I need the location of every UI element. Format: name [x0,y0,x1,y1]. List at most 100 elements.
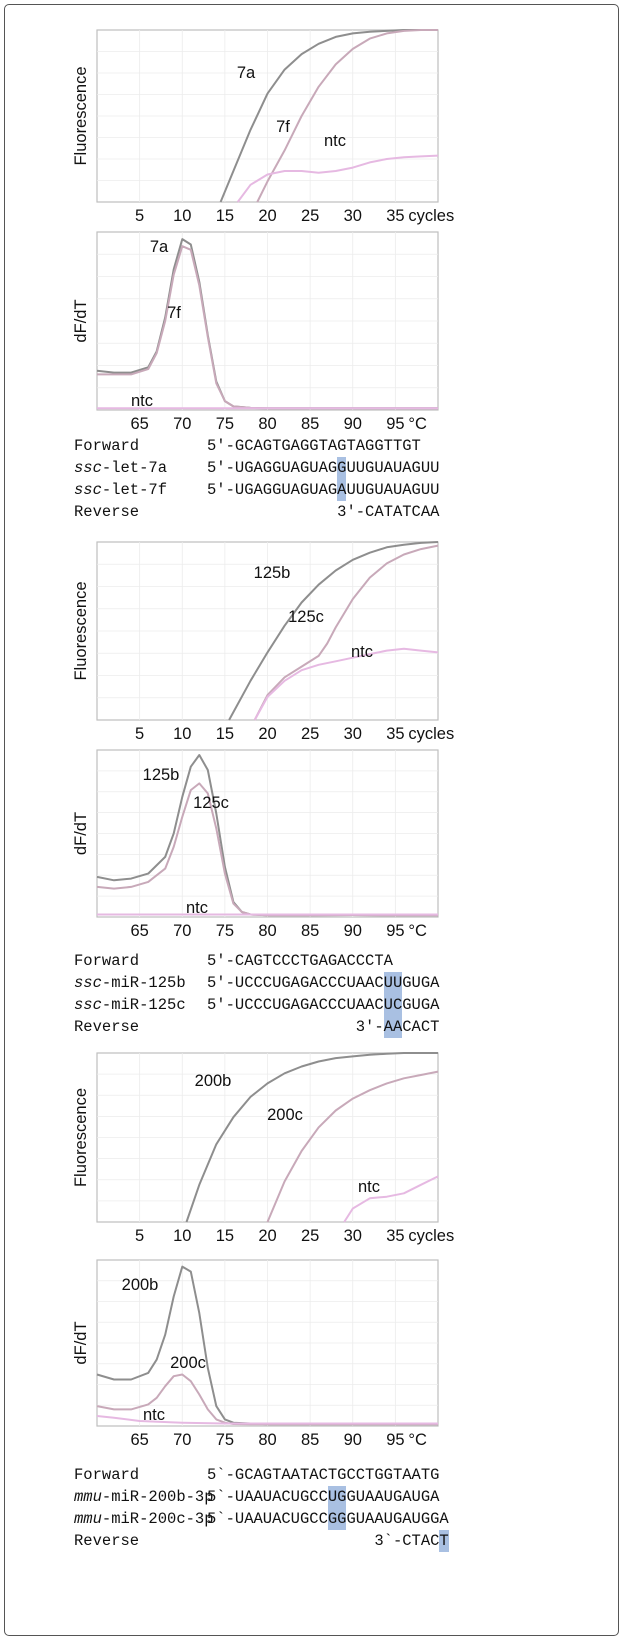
nucleotide: - [225,481,235,499]
nucleotide: A [392,503,403,521]
x-tick-label: 10 [173,1227,191,1245]
nucleotide: C [253,974,263,992]
nucleotide: U [234,1488,245,1506]
sequence-text: 5′-UGAGGUAGUAGGUUGUAUAGUU [207,457,439,479]
sequence-row: Reverse 3′-CATATCAA [74,501,439,523]
nucleotide: C [244,437,254,455]
nucleotide: 3 [337,503,347,521]
nucleotide: C [244,996,254,1014]
x-tick-label: 95 [386,1431,404,1449]
nucleotide: T [383,503,393,521]
nucleotide: G [420,996,431,1014]
nucleotide: U [383,1488,393,1506]
nucleotide: A [290,1466,300,1484]
nucleotide: A [327,437,338,455]
series-label-ntc: ntc [131,392,153,410]
nucleotide: G [272,481,282,499]
x-tick-label: 80 [258,922,276,940]
chart-panel-2: 65 70 75 80 85 90 95 °C dF/dT 7a 7f ntc [72,231,439,433]
primer-label: Reverse [74,1532,140,1550]
sequence-row: Forward 5`-GCAGTAATACTGCCTGGTAATG [74,1464,449,1486]
x-tick-label: 15 [216,207,234,225]
series-line-125c [253,544,439,721]
nucleotide: C [402,1532,412,1550]
nucleotide: C [281,1488,291,1506]
mismatch-highlight: U [327,1486,338,1508]
species-prefix: ssc [74,996,102,1014]
sequence-text: 3′-AACACT [207,1016,440,1038]
nucleotide: U [374,459,384,477]
nucleotide: U [346,974,356,992]
nucleotide: ′ [216,437,226,455]
x-tick-label: 5 [135,1227,144,1245]
nucleotide: G [309,437,319,455]
nucleotide: U [234,481,245,499]
nucleotide: A [272,1488,282,1506]
nucleotide: A [253,1488,263,1506]
nucleotide: U [392,459,403,477]
nucleotide: G [309,952,319,970]
nucleotide: A [253,1466,263,1484]
nucleotide: G [299,996,310,1014]
nucleotide: A [355,437,366,455]
sequence-row: ssc-miR-125b 5′-UCCCUGAGACCCUAACUUGUGA [74,972,439,994]
nucleotide: A [253,481,263,499]
nucleotide: T [392,1466,403,1484]
nucleotide: C [290,952,300,970]
sequence-text: 3`-CTACT [207,1530,449,1552]
nucleotide: T [272,437,282,455]
mismatch-highlight: U [383,994,393,1016]
nucleotide: 5 [207,1466,217,1484]
nucleotide: G [299,459,310,477]
nucleotide: 5 [207,974,217,992]
nucleotide: C [262,996,273,1014]
nucleotide: A [365,1488,375,1506]
nucleotide: A [411,1466,421,1484]
sequence-text: 5`-UAAUACUGCCGGGUAAUGAUGGA [207,1508,449,1530]
nucleotide: T [346,437,356,455]
nucleotide: 5 [207,459,217,477]
nucleotide: U [346,996,356,1014]
nucleotide: C [318,1510,328,1528]
nucleotide: U [234,996,245,1014]
x-tick-label: 5 [135,725,144,743]
nucleotide: G [244,481,254,499]
nucleotide: U [262,1488,273,1506]
x-tick-label: 25 [301,207,319,225]
figure-frame [4,4,619,1636]
nucleotide: A [309,996,319,1014]
nucleotide: C [318,996,328,1014]
series-label-ntc: ntc [351,643,373,661]
nucleotide: A [420,503,431,521]
nucleotide: G [234,437,245,455]
nucleotide: T [392,437,403,455]
sequence-row: mmu-miR-200c-3p5`-UAAUACUGCCGGGUAAUGAUGG… [74,1508,449,1530]
sequence-row: Reverse 3`-CTACT [74,1530,449,1552]
series-label-7a: 7a [150,238,169,256]
nucleotide: C [327,974,338,992]
mirna-name: -miR-125c [101,996,186,1014]
nucleotide: C [253,996,263,1014]
nucleotide: G [402,437,412,455]
mismatch-highlight: G [337,1486,347,1508]
species-prefix: ssc [74,459,102,477]
nucleotide: G [299,437,310,455]
nucleotide: T [420,1466,431,1484]
sequence-name: ssc-let-7a [74,457,207,479]
nucleotide: G [299,1510,310,1528]
nucleotide: G [253,952,263,970]
x-tick-label: 70 [173,1431,191,1449]
x-tick-label: 80 [258,1431,276,1449]
x-tick-label: 85 [301,1431,319,1449]
nucleotide: G [337,1466,347,1484]
nucleotide: - [355,503,366,521]
nucleotide: C [337,974,347,992]
nucleotide: U [309,481,319,499]
primer-label: Forward [74,1466,140,1484]
nucleotide: U [272,974,282,992]
nucleotide: A [290,437,300,455]
series-line-ntc [253,647,439,721]
nucleotide: ′ [216,974,226,992]
mirna-name: -miR-125b [101,974,186,992]
nucleotide: T [430,1018,440,1036]
